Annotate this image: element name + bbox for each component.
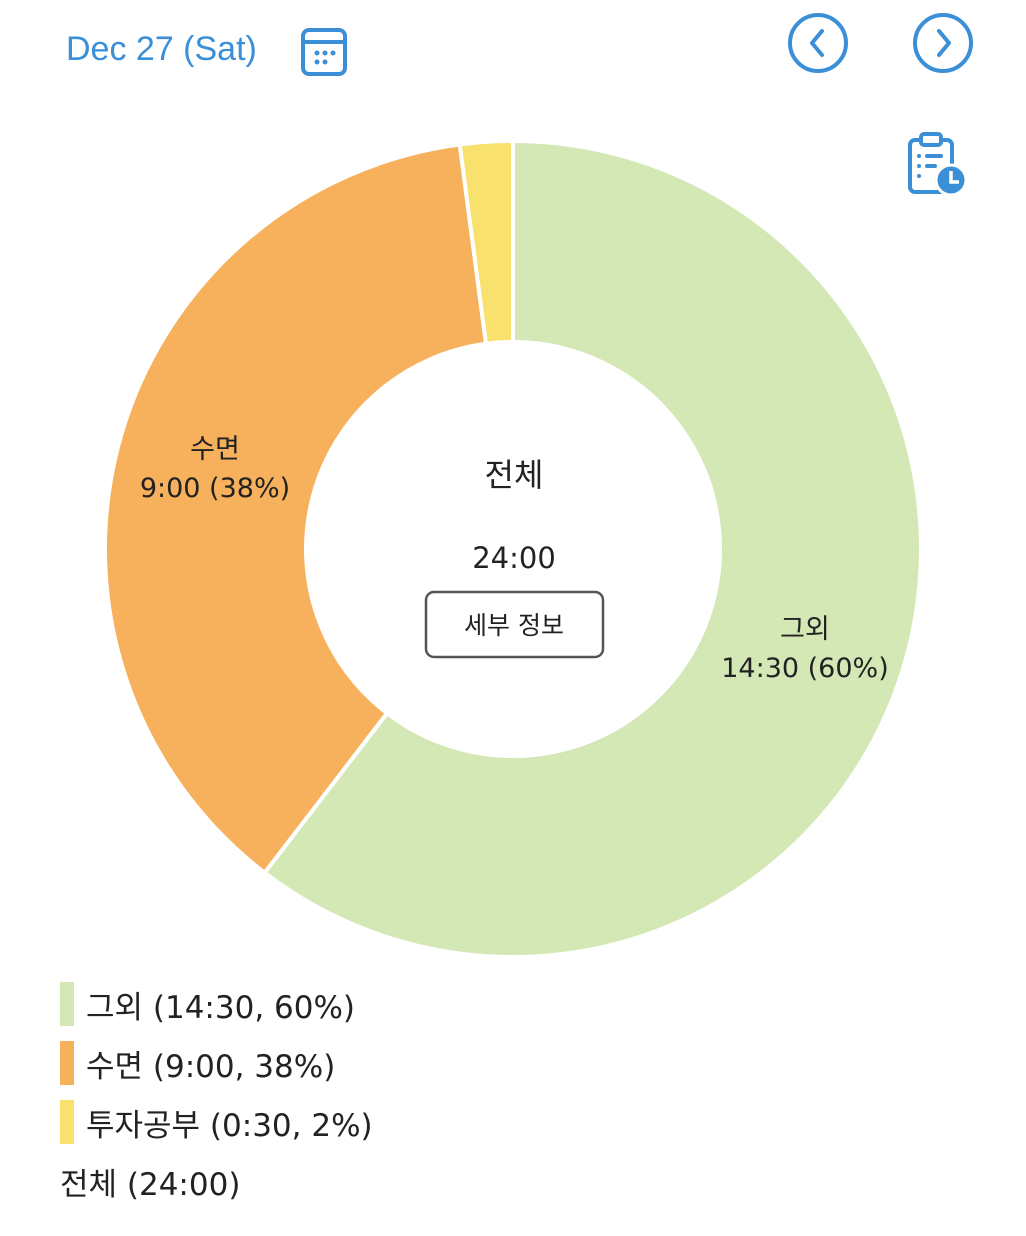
prev-day-button[interactable] bbox=[787, 12, 849, 74]
legend-swatch bbox=[60, 1041, 74, 1085]
legend-swatch bbox=[60, 1100, 74, 1144]
slice-label-name: 그외 bbox=[780, 614, 830, 645]
legend: 그외 (14:30, 60%) 수면 (9:00, 38%) 투자공부 (0:3… bbox=[60, 982, 373, 1204]
slice-label-name: 수면 bbox=[190, 434, 240, 465]
date-title[interactable]: Dec 27 (Sat) bbox=[66, 30, 257, 68]
legend-label: 수면 (9:00, 38%) bbox=[86, 1048, 336, 1085]
slice-그외[interactable] bbox=[261, 138, 923, 959]
details-button[interactable]: 세부 정보 bbox=[424, 590, 605, 659]
legend-label: 그외 (14:30, 60%) bbox=[86, 989, 356, 1026]
legend-item: 수면 (9:00, 38%) bbox=[60, 1041, 373, 1085]
legend-swatch bbox=[60, 982, 74, 1026]
legend-item: 그외 (14:30, 60%) bbox=[60, 982, 373, 1026]
donut-chart: 그외 14:30 (60%) 수면 9:00 (38%) 전체 24:00 세부… bbox=[103, 138, 923, 959]
clipboard-clock-icon[interactable] bbox=[906, 130, 968, 198]
legend-item: 투자공부 (0:30, 2%) bbox=[60, 1100, 373, 1144]
legend-total: 전체 (24:00) bbox=[60, 1167, 241, 1203]
next-day-button[interactable] bbox=[912, 12, 974, 74]
slice-수면[interactable] bbox=[103, 142, 489, 876]
center-title: 전체 bbox=[485, 456, 544, 494]
legend-label: 투자공부 (0:30, 2%) bbox=[86, 1107, 373, 1144]
calendar-icon[interactable] bbox=[300, 27, 348, 77]
center-total: 24:00 bbox=[472, 541, 556, 575]
details-button-label: 세부 정보 bbox=[464, 611, 564, 640]
slice-투자공부[interactable] bbox=[457, 138, 515, 347]
slice-label-value: 14:30 (60%) bbox=[721, 653, 888, 684]
slice-label-value: 9:00 (38%) bbox=[140, 473, 290, 504]
